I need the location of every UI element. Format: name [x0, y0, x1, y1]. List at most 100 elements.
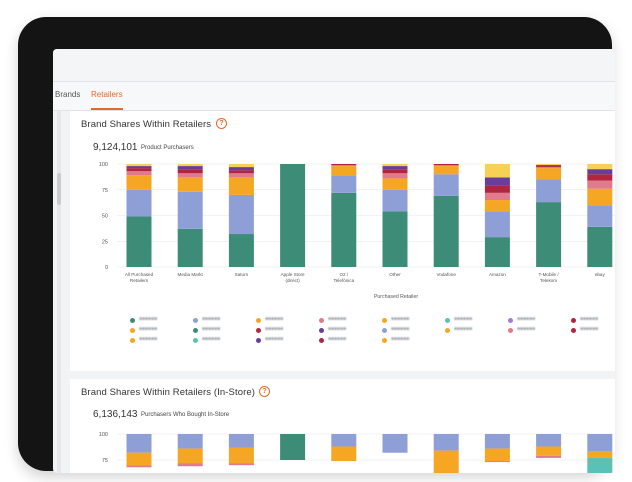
legend-swatch	[256, 338, 261, 343]
bar-segment	[228, 170, 254, 174]
bar-segment	[433, 166, 459, 175]
y-tick-label: 100	[99, 162, 108, 168]
legend-swatch	[508, 328, 513, 333]
bar-segment	[228, 167, 254, 171]
legend-label-illegible: ■■■■■■	[517, 316, 536, 322]
bar-segment	[587, 188, 613, 206]
chart-legend: ■■■■■■ ■■■■■■ ■■■■■■ ■■■■■■ ■■■■■■ ■■■■■■ ■■■■…	[130, 316, 610, 358]
legend-label-illegible: ■■■■■■	[328, 326, 347, 332]
bar-segment	[126, 168, 152, 172]
legend-label-illegible: ■■■■■■	[202, 336, 221, 342]
bar-segment	[484, 185, 510, 193]
legend-swatch	[256, 318, 261, 323]
scroll-thumb[interactable]	[57, 173, 61, 205]
bar-segment	[228, 194, 254, 235]
bar-segment	[536, 165, 562, 167]
tablet-frame: Brands Retailers Brand Shares Within Ret…	[18, 17, 615, 473]
main-content: Brand Shares Within Retailers ? 9,124,10…	[53, 111, 615, 473]
legend-label-illegible: ■■■■■■	[265, 326, 284, 332]
bar-segment	[177, 166, 203, 170]
legend-label-illegible: ■■■■■■	[328, 316, 347, 322]
bar-segment	[433, 174, 459, 196]
legend-swatch	[193, 338, 198, 343]
bar-segment	[382, 211, 408, 267]
legend-label-illegible: ■■■■■■	[328, 336, 347, 342]
bar-segment	[433, 165, 459, 167]
bar-segment	[484, 237, 510, 267]
legend-swatch	[319, 318, 324, 323]
stacked-bar-chart: 0 25 50 75 100 All Purchased Retailers Media Ma…	[99, 162, 615, 300]
metric-label: Product Purchasers	[141, 145, 194, 151]
bar-segment	[126, 216, 152, 267]
bar-segment	[587, 205, 613, 227]
legend-label-illegible: ■■■■■■	[391, 326, 410, 332]
bar-segment	[382, 189, 408, 212]
legend-label-illegible: ■■■■■■	[517, 326, 536, 332]
bar-segment	[587, 457, 613, 473]
bar-segment	[228, 234, 254, 267]
legend-label-illegible: ■■■■■■	[139, 336, 158, 342]
legend-swatch	[319, 338, 324, 343]
legend-label-illegible: ■■■■■■	[454, 326, 473, 332]
app-screen: Brands Retailers Brand Shares Within Ret…	[53, 49, 615, 473]
bar-segment	[331, 164, 357, 166]
help-icon[interactable]: ?	[216, 118, 227, 129]
y-tick-label: 50	[102, 214, 108, 220]
tab-brands[interactable]: Brands	[55, 90, 81, 99]
legend-swatch	[571, 328, 576, 333]
legend-swatch	[193, 318, 198, 323]
bar-segment	[433, 434, 459, 451]
card-title: Brand Shares Within Retailers	[81, 119, 212, 130]
bar-segment	[484, 192, 510, 201]
x-tick-label: Vodafone	[436, 272, 456, 277]
bar-segment	[126, 189, 152, 217]
bar-segment	[331, 434, 357, 447]
top-bar	[53, 49, 615, 82]
bar-segment	[126, 164, 152, 167]
legend-label-illegible: ■■■■■■	[580, 326, 599, 332]
bar-segment	[228, 164, 254, 168]
x-tick-label: Other	[389, 272, 401, 277]
bar-segment	[228, 447, 254, 464]
y-tick-label: 0	[105, 265, 108, 271]
bar-segment	[331, 192, 357, 267]
bar-segment	[536, 179, 562, 203]
y-tick-label: 75	[102, 458, 108, 464]
legend-swatch	[382, 328, 387, 333]
x-tick-label: ebay	[595, 272, 606, 277]
bar-segment	[484, 211, 510, 238]
y-tick-label: 100	[99, 432, 108, 438]
x-tick-label: O2 /Telefónica	[333, 272, 354, 283]
bar-segment	[228, 177, 254, 195]
legend-label-illegible: ■■■■■■	[139, 316, 158, 322]
bar-segment	[177, 448, 203, 464]
tab-bar: Brands Retailers	[53, 82, 615, 111]
bar-segment	[177, 173, 203, 178]
bar-segment	[484, 200, 510, 212]
legend-swatch	[571, 318, 576, 323]
bar-segment	[331, 446, 357, 462]
x-tick-label: Saturn	[235, 272, 249, 277]
legend-label-illegible: ■■■■■■	[580, 316, 599, 322]
tab-retailers[interactable]: Retailers	[91, 82, 123, 110]
bar-segment	[177, 228, 203, 267]
bar-segment	[126, 465, 152, 468]
help-icon[interactable]: ?	[259, 386, 270, 397]
bar-segment	[331, 165, 357, 167]
x-tick-label: Amazon	[489, 272, 506, 277]
metric-value: 9,124,101	[93, 142, 138, 153]
legend-swatch	[382, 318, 387, 323]
x-tick-label: Media Markt	[178, 272, 204, 277]
legend-swatch	[382, 338, 387, 343]
legend-label-illegible: ■■■■■■	[202, 316, 221, 322]
bar-segment	[484, 164, 510, 178]
legend-swatch	[130, 328, 135, 333]
bar-segment	[536, 167, 562, 169]
bar-segment	[126, 171, 152, 176]
bar-segment	[433, 195, 459, 267]
legend-label-illegible: ■■■■■■	[265, 336, 284, 342]
scroll-rail[interactable]	[57, 111, 61, 473]
legend-label-illegible: ■■■■■■	[454, 316, 473, 322]
x-axis-title: Purchased Retailer	[374, 294, 418, 300]
x-tick-label: T-Mobile / Telekom	[539, 272, 560, 283]
